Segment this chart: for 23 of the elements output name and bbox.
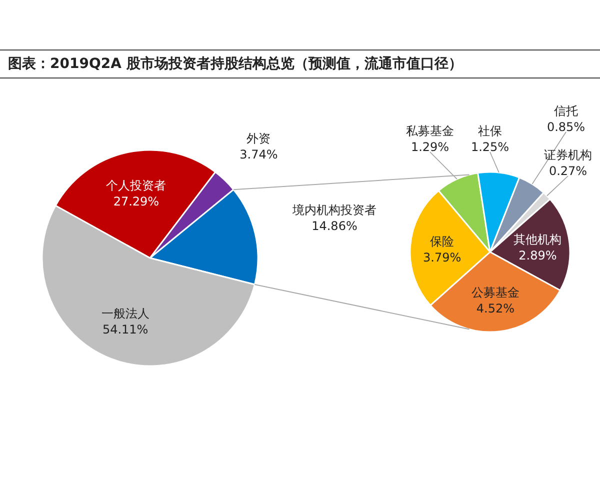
data-label: 3.74% [240, 147, 278, 162]
slice-label: 保险 [430, 234, 454, 249]
slice-label: 信托 [554, 104, 578, 118]
slice-label: 一般法人 [101, 306, 150, 320]
slice-label: 境内机构投资者 [291, 202, 376, 217]
slice-label: 社保 [478, 124, 502, 138]
data-label: 1.25% [470, 140, 510, 154]
data-label: 0.27% [548, 164, 588, 178]
data-label: 1.29% [410, 140, 450, 154]
data-label: 14.86% [312, 218, 358, 233]
data-label: 0.85% [546, 120, 586, 134]
data-label: 3.79% [423, 250, 462, 265]
data-label: 4.52% [476, 302, 515, 316]
slice-label: 证券机构 [544, 148, 592, 162]
slice-label: 其他机构 [514, 232, 562, 247]
data-label: 27.29% [113, 194, 160, 208]
data-label: 2.89% [518, 248, 557, 263]
slice-label: 外资 [246, 131, 271, 146]
slice-label: 个人投资者 [106, 178, 166, 192]
slice-label: 私募基金 [406, 124, 454, 138]
chart-title: 图表：2019Q2A 股市场投资者持股结构总览（预测值，流通市值口径） [8, 55, 462, 72]
slice-label: 公募基金 [471, 286, 520, 300]
data-label: 54.11% [102, 322, 148, 336]
